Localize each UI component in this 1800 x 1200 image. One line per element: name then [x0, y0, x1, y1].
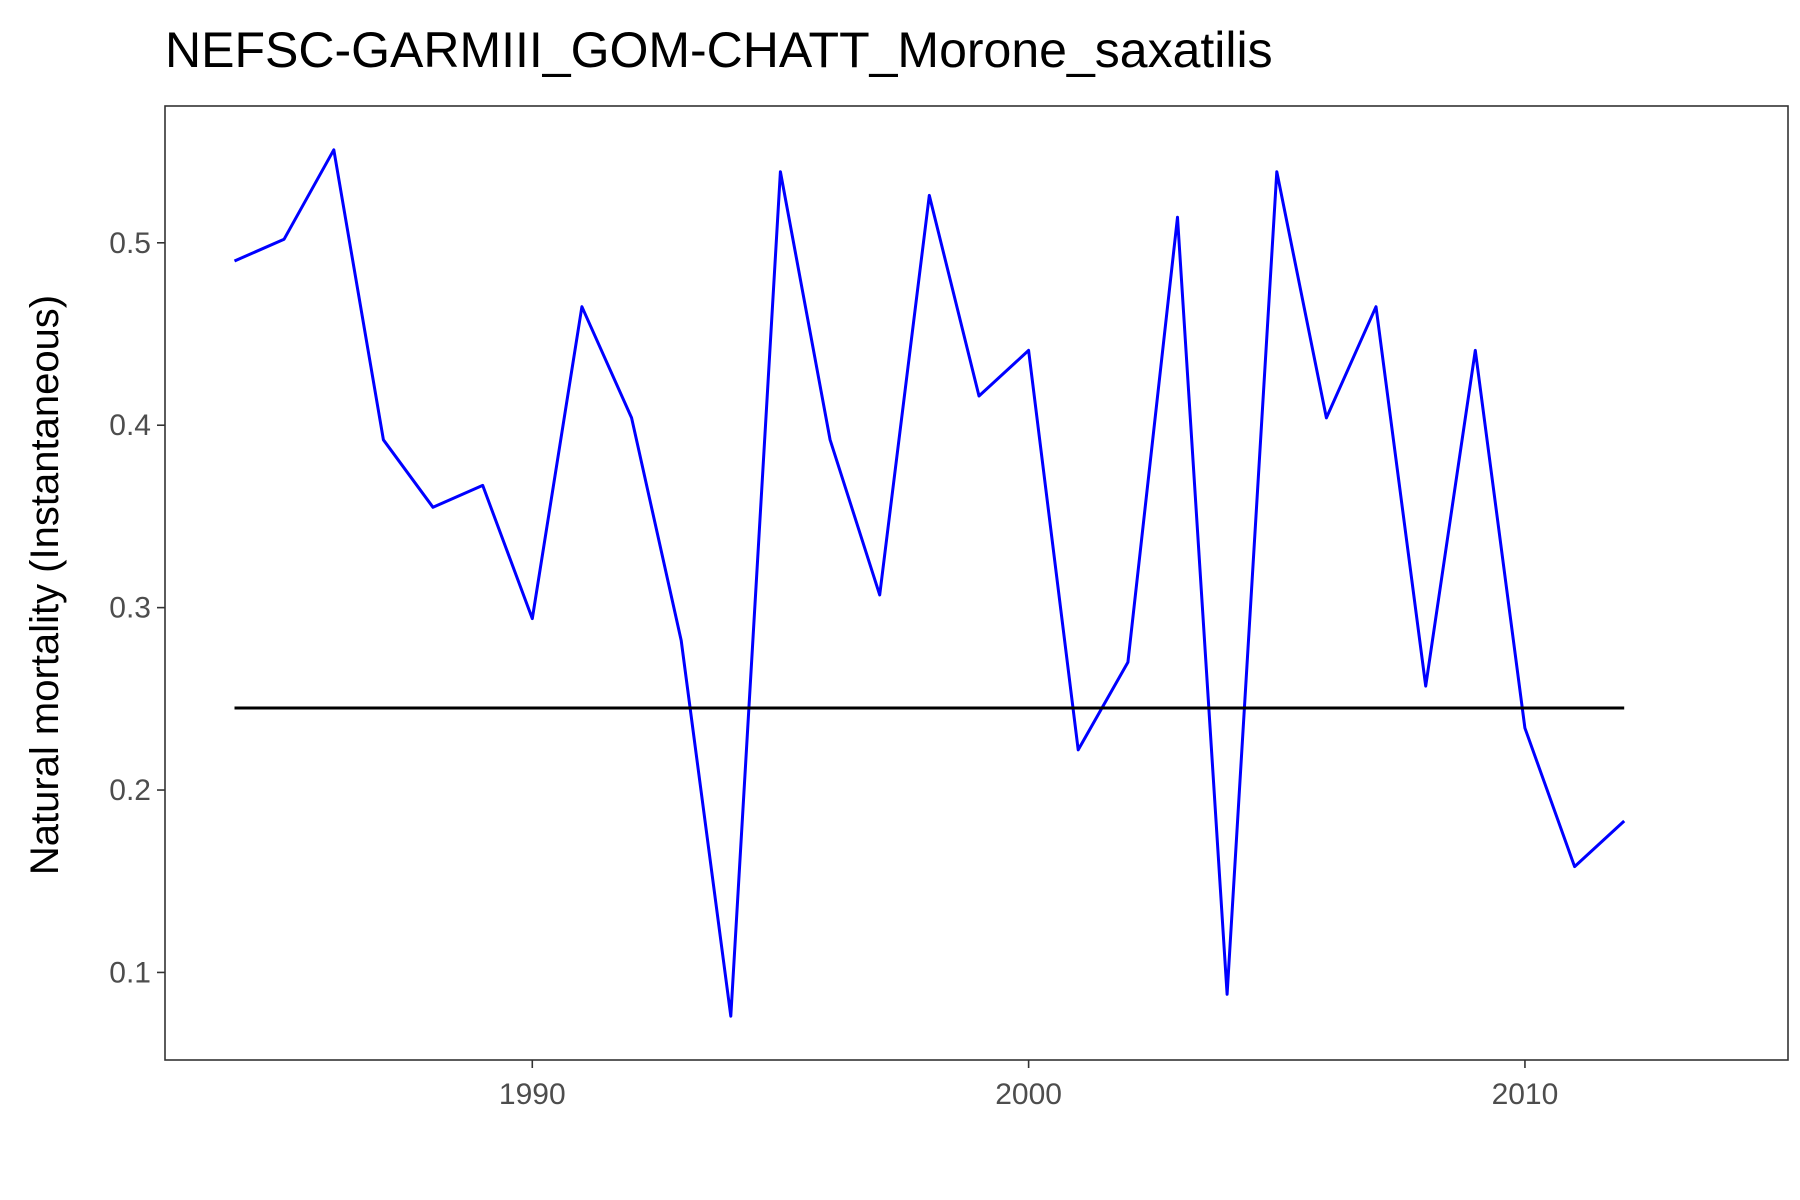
x-axis: 1990 2000 2010: [499, 1060, 1558, 1111]
y-tick-label: 0.4: [109, 409, 151, 442]
y-tick-label: 0.1: [109, 956, 151, 989]
chart-title: NEFSC-GARMIII_GOM-CHATT_Morone_saxatilis: [165, 22, 1273, 78]
y-tick-label: 0.2: [109, 774, 151, 807]
x-tick-label: 2010: [1492, 1078, 1559, 1111]
x-tick-label: 2000: [995, 1078, 1062, 1111]
x-tick-label: 1990: [499, 1078, 566, 1111]
y-tick-label: 0.5: [109, 227, 151, 260]
series-layer: [233, 148, 1626, 1018]
plot-panel: [164, 105, 1789, 1061]
mortality-series-line: [233, 148, 1626, 1018]
y-axis: 0.1 0.2 0.3 0.4 0.5: [109, 227, 165, 989]
y-axis-label: Natural mortality (Instantaneous): [23, 295, 67, 875]
y-tick-label: 0.3: [109, 592, 151, 625]
